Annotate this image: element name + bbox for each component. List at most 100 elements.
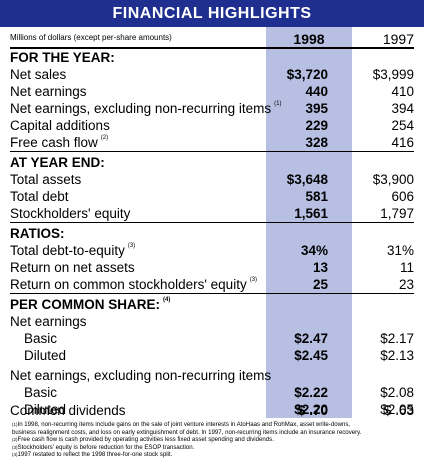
value-1998: 1,561 bbox=[294, 206, 328, 221]
row-label: FOR THE YEAR: bbox=[10, 50, 115, 65]
footnote-reference: (2) bbox=[100, 135, 109, 141]
value-1997: 606 bbox=[391, 189, 414, 204]
section-separator bbox=[10, 47, 414, 49]
footnote-reference: (3) bbox=[249, 277, 258, 283]
footnote-line: (2)Free cash flow is cash provided by op… bbox=[12, 436, 414, 444]
footnote-mark: (4) bbox=[12, 452, 18, 458]
table-row: Basic $2.22 $2.08 bbox=[0, 385, 424, 402]
footnote-line: (1)In 1998, non-recurring items include … bbox=[12, 421, 414, 429]
row-label-text: FOR THE YEAR: bbox=[10, 50, 115, 65]
row-label-text: Return on common stockholders' equity bbox=[10, 277, 247, 292]
page-title: FINANCIAL HIGHLIGHTS bbox=[0, 0, 424, 27]
table-row: Return on common stockholders' equity (3)… bbox=[0, 277, 424, 294]
table-row: Total debt-to-equity (3) 34% 31% bbox=[0, 243, 424, 260]
row-label: Free cash flow (2) bbox=[10, 135, 108, 150]
row-label: Total assets bbox=[10, 172, 81, 187]
row-label-text: Total assets bbox=[10, 172, 82, 187]
table-row: Diluted $2.20 $2.05 bbox=[0, 402, 424, 419]
footnote-text: In 1998, non-recurring items include gai… bbox=[17, 421, 351, 428]
section-heading: PER COMMON SHARE: (4) bbox=[0, 297, 424, 314]
table-row: Net earnings 440 410 bbox=[0, 84, 424, 101]
row-label-text: Total debt bbox=[10, 189, 69, 204]
footnote-text: Free cash flow is cash provided by opera… bbox=[17, 436, 274, 444]
row-label-text: Diluted bbox=[24, 348, 67, 363]
value-1998: 328 bbox=[305, 135, 328, 150]
table-row: Common dividends $ .70 $ .63 bbox=[0, 403, 424, 420]
units-label: Millions of dollars (except per-share am… bbox=[10, 33, 172, 42]
row-label: Total debt bbox=[10, 189, 69, 204]
table-row: Stockholders' equity 1,561 1,797 bbox=[0, 206, 424, 223]
section-separator bbox=[10, 151, 414, 152]
row-label-text: Stockholders' equity bbox=[10, 206, 131, 221]
row-label-text: Basic bbox=[24, 331, 58, 346]
footnote-line: (3)Stockholders' equity is before reduct… bbox=[12, 444, 414, 452]
value-1998: $2.20 bbox=[294, 402, 328, 417]
row-label-text: Free cash flow bbox=[10, 135, 98, 150]
value-1998: 395 bbox=[305, 101, 328, 116]
year-1997-header: 1997 bbox=[382, 31, 414, 47]
footnote-text: Stockholders' equity is before reduction… bbox=[17, 443, 195, 451]
footnote-text: business realignment costs, and loss on … bbox=[12, 428, 362, 436]
value-1998: 13 bbox=[312, 260, 328, 275]
value-1998: $2.45 bbox=[294, 348, 328, 363]
row-label-text: Return on net assets bbox=[10, 260, 135, 275]
value-1998: 25 bbox=[312, 277, 328, 292]
row-label: Net earnings bbox=[10, 84, 87, 99]
row-label-text: AT YEAR END: bbox=[10, 155, 105, 170]
row-label-text: Diluted bbox=[24, 402, 67, 417]
row-label: Return on common stockholders' equity (3) bbox=[10, 277, 257, 292]
row-label-text: Net earnings, excluding non-recurring it… bbox=[10, 368, 272, 383]
value-1997: $ .63 bbox=[383, 403, 414, 418]
row-label-text: Common dividends bbox=[10, 403, 126, 418]
footnote-text: 1997 restated to reflect the 1998 three-… bbox=[17, 451, 173, 459]
value-1997: 410 bbox=[391, 84, 414, 99]
section-heading: FOR THE YEAR: bbox=[0, 50, 424, 67]
value-1998: $3,720 bbox=[286, 67, 328, 82]
row-label: Net earnings, excluding non-recurring it… bbox=[10, 368, 271, 383]
section-separator bbox=[10, 222, 414, 223]
row-label-text: PER COMMON SHARE: bbox=[10, 297, 161, 312]
row-label: Common dividends bbox=[10, 403, 126, 418]
value-1997: $3,999 bbox=[372, 67, 414, 82]
table-row: Basic $2.47 $2.17 bbox=[0, 331, 424, 348]
row-label: Net earnings, excluding non-recurring it… bbox=[10, 101, 281, 116]
value-1998: $2.47 bbox=[294, 331, 328, 346]
value-1998: $2.22 bbox=[294, 385, 328, 400]
row-label: Basic bbox=[24, 331, 57, 346]
row-label-text: Capital additions bbox=[10, 118, 110, 133]
row-label: Diluted bbox=[24, 348, 66, 363]
value-1997: 1,797 bbox=[380, 206, 414, 221]
row-label-text: Net sales bbox=[10, 67, 67, 82]
value-1998: 440 bbox=[305, 84, 328, 99]
row-label: Net sales bbox=[10, 67, 66, 82]
row-label: Capital additions bbox=[10, 118, 110, 133]
value-1998: 581 bbox=[305, 189, 328, 204]
row-label-text: RATIOS: bbox=[10, 226, 65, 241]
row-label: RATIOS: bbox=[10, 226, 65, 241]
table-row: Total debt 581 606 bbox=[0, 189, 424, 206]
footnote-line: (4)1997 restated to reflect the 1998 thr… bbox=[12, 451, 414, 459]
value-1997: $2.13 bbox=[380, 348, 414, 363]
row-label-text: Basic bbox=[24, 385, 58, 400]
section-heading: RATIOS: bbox=[0, 226, 424, 243]
value-1997: 394 bbox=[391, 101, 414, 116]
row-label-text: Net earnings, excluding non-recurring it… bbox=[10, 101, 272, 116]
row-label: Total debt-to-equity (3) bbox=[10, 243, 135, 258]
row-label: Stockholders' equity bbox=[10, 206, 130, 221]
value-1998: $3,648 bbox=[286, 172, 328, 187]
section-separator bbox=[10, 293, 414, 294]
row-label: AT YEAR END: bbox=[10, 155, 105, 170]
footnote-reference: (3) bbox=[127, 243, 136, 249]
year-1998-header: 1998 bbox=[293, 31, 325, 47]
row-label: Basic bbox=[24, 385, 57, 400]
footnote-mark: (3) bbox=[12, 444, 18, 450]
table-row: Free cash flow (2) 328 416 bbox=[0, 135, 424, 152]
row-label: Return on net assets bbox=[10, 260, 135, 275]
value-1997: 11 bbox=[399, 260, 414, 275]
value-1998: $ .70 bbox=[297, 403, 328, 418]
table-row: Capital additions 229 254 bbox=[0, 118, 424, 135]
value-1997: $2.17 bbox=[380, 331, 414, 346]
row-label-text: Net earnings bbox=[10, 314, 87, 329]
section-heading: AT YEAR END: bbox=[0, 155, 424, 172]
